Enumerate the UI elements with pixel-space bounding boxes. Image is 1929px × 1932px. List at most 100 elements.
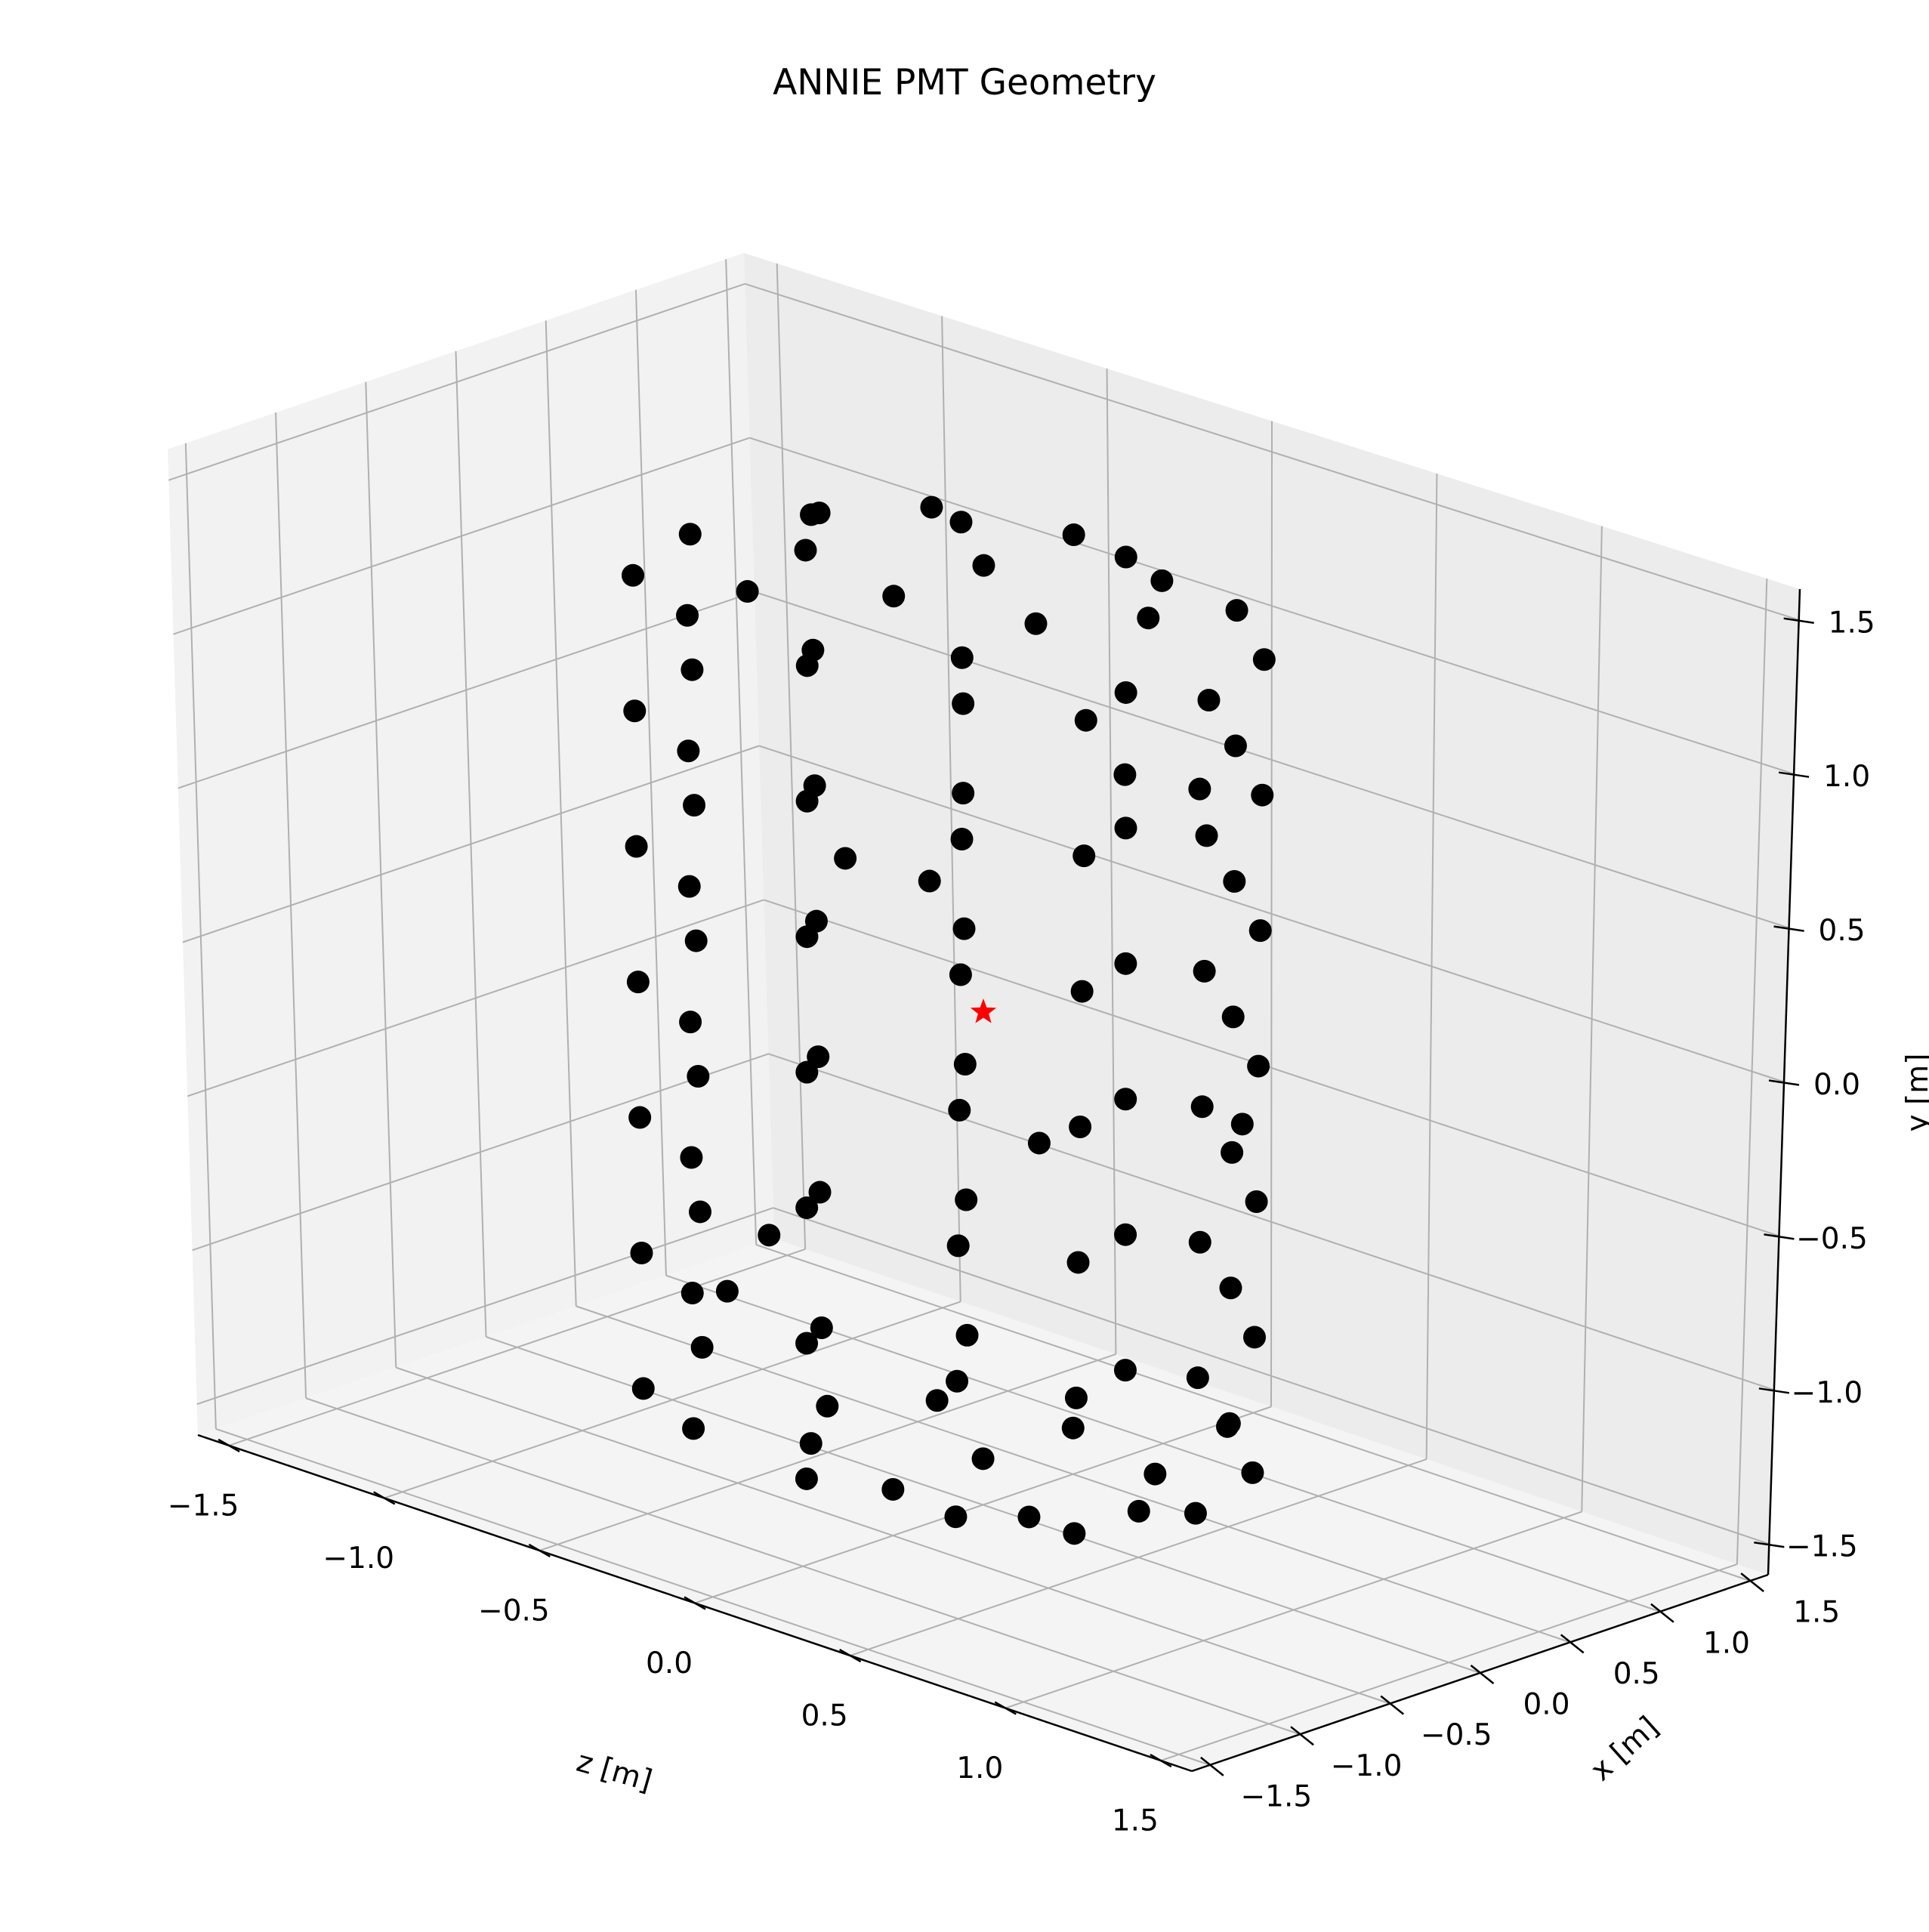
pmt-point bbox=[626, 971, 650, 994]
grid-line bbox=[768, 1053, 1775, 1391]
pmt-point bbox=[625, 835, 648, 858]
pmt-point bbox=[1113, 1359, 1137, 1382]
pmt-point bbox=[1063, 1522, 1086, 1545]
pmt-point bbox=[1114, 545, 1137, 569]
x-tick bbox=[1150, 1754, 1172, 1768]
y-tick-label: −1.5 bbox=[1240, 1779, 1312, 1813]
pmt-point bbox=[834, 847, 857, 870]
grid-line bbox=[755, 1244, 1751, 1582]
pmt-point bbox=[1064, 1386, 1088, 1409]
pmt-point bbox=[1241, 1461, 1264, 1484]
x-tick bbox=[218, 1438, 240, 1452]
y-tick bbox=[1650, 1603, 1674, 1623]
z-tick bbox=[1768, 1079, 1800, 1086]
pmt-point bbox=[676, 603, 699, 627]
y-tick bbox=[1380, 1695, 1405, 1715]
x-tick bbox=[528, 1543, 551, 1558]
pmt-point bbox=[631, 1377, 655, 1400]
pmt-point bbox=[1252, 648, 1276, 671]
grid-line bbox=[754, 591, 1789, 929]
grid-line bbox=[763, 899, 1779, 1237]
pmt-point bbox=[952, 782, 975, 805]
pmt-point bbox=[1248, 919, 1272, 943]
pmt-point bbox=[628, 1106, 652, 1129]
y-tick-label: 0.5 bbox=[1613, 1657, 1660, 1691]
pmt-point bbox=[1221, 1140, 1244, 1164]
pmt-point bbox=[1074, 708, 1097, 732]
z-tick bbox=[1773, 925, 1804, 932]
pmt-point bbox=[918, 869, 941, 893]
z-tick-label: 0.0 bbox=[1813, 1068, 1860, 1102]
pmt-point bbox=[1221, 1005, 1245, 1029]
pmt-point bbox=[1219, 1276, 1242, 1300]
pmt-point bbox=[950, 828, 974, 851]
z-tick-label: 1.5 bbox=[1829, 606, 1875, 640]
grid-line bbox=[177, 591, 755, 789]
pmt-point bbox=[679, 1011, 702, 1034]
y-axis-label: x [m] bbox=[1584, 1710, 1665, 1788]
pmt-point bbox=[736, 580, 759, 603]
pmt-point bbox=[1190, 1095, 1214, 1119]
pmt-point bbox=[1150, 569, 1174, 592]
x-tick-label: 1.0 bbox=[956, 1751, 1003, 1785]
pmt-point bbox=[681, 658, 704, 681]
pmt-point bbox=[1223, 869, 1246, 893]
pmt-point bbox=[1251, 783, 1274, 807]
pmt-point bbox=[1195, 824, 1218, 847]
grid-line bbox=[305, 1397, 1301, 1736]
x-tick-label: −1.5 bbox=[168, 1489, 239, 1523]
pmt-point bbox=[684, 929, 708, 952]
pmt-point bbox=[1114, 1223, 1137, 1246]
pmt-point bbox=[688, 1200, 711, 1224]
x-axis-label: z [m] bbox=[573, 1745, 656, 1798]
x-tick bbox=[994, 1701, 1017, 1715]
pmt-point bbox=[683, 794, 706, 817]
pmt-point bbox=[946, 1369, 969, 1393]
pmt-point bbox=[955, 1323, 979, 1347]
pmt-point bbox=[1069, 1116, 1092, 1139]
pmt-point bbox=[1073, 844, 1096, 868]
tick-labels: −1.5 −1.0 −0.5 0.0 0.5 1.0 1.5 −1.5 −1.0 −0.5 0.0 0… bbox=[168, 606, 1875, 1838]
z-tick-label: 1.0 bbox=[1823, 760, 1870, 794]
pmt-point bbox=[952, 917, 976, 940]
z-tick bbox=[1778, 771, 1810, 778]
y-tick-label: 0.0 bbox=[1523, 1688, 1569, 1722]
pmt-point bbox=[677, 739, 700, 763]
grid-line bbox=[576, 1305, 1571, 1643]
pmt-point bbox=[1188, 1230, 1211, 1254]
pmt-point bbox=[1216, 1415, 1239, 1438]
pmt-point bbox=[799, 1432, 823, 1455]
pmt-point bbox=[1017, 1505, 1041, 1529]
pmt-point bbox=[1247, 1054, 1270, 1078]
pmt-point bbox=[1137, 606, 1160, 630]
pmt-point bbox=[677, 875, 701, 898]
x-tick bbox=[684, 1596, 706, 1610]
pmt-point bbox=[925, 1389, 949, 1412]
grid-line bbox=[773, 1207, 1770, 1545]
z-tick bbox=[1758, 1387, 1790, 1394]
vertex-star-marker bbox=[970, 998, 997, 1023]
pmt-point bbox=[1024, 612, 1048, 635]
x-tick bbox=[373, 1491, 396, 1505]
z-tick-label: −1.0 bbox=[1792, 1376, 1863, 1410]
pmt-point bbox=[1027, 1131, 1051, 1155]
pmt-point bbox=[952, 692, 975, 715]
pmt-point bbox=[1114, 816, 1137, 840]
pmt-point bbox=[690, 1335, 714, 1359]
x-tick-label: −0.5 bbox=[478, 1594, 550, 1628]
pmt-point bbox=[807, 502, 831, 525]
pmt-point bbox=[795, 1060, 819, 1084]
grid-line bbox=[192, 1053, 769, 1251]
z-tick-label: −1.5 bbox=[1786, 1530, 1858, 1564]
y-tick bbox=[1470, 1665, 1495, 1684]
pmt-point bbox=[950, 646, 974, 669]
y-tick bbox=[1740, 1572, 1764, 1593]
pmt-point bbox=[680, 1146, 703, 1169]
grid-line bbox=[215, 1427, 1211, 1766]
z-tick bbox=[1783, 617, 1814, 625]
z-tick-label: −0.5 bbox=[1796, 1222, 1868, 1256]
pmt-point bbox=[920, 495, 943, 519]
pmt-point bbox=[795, 789, 819, 813]
